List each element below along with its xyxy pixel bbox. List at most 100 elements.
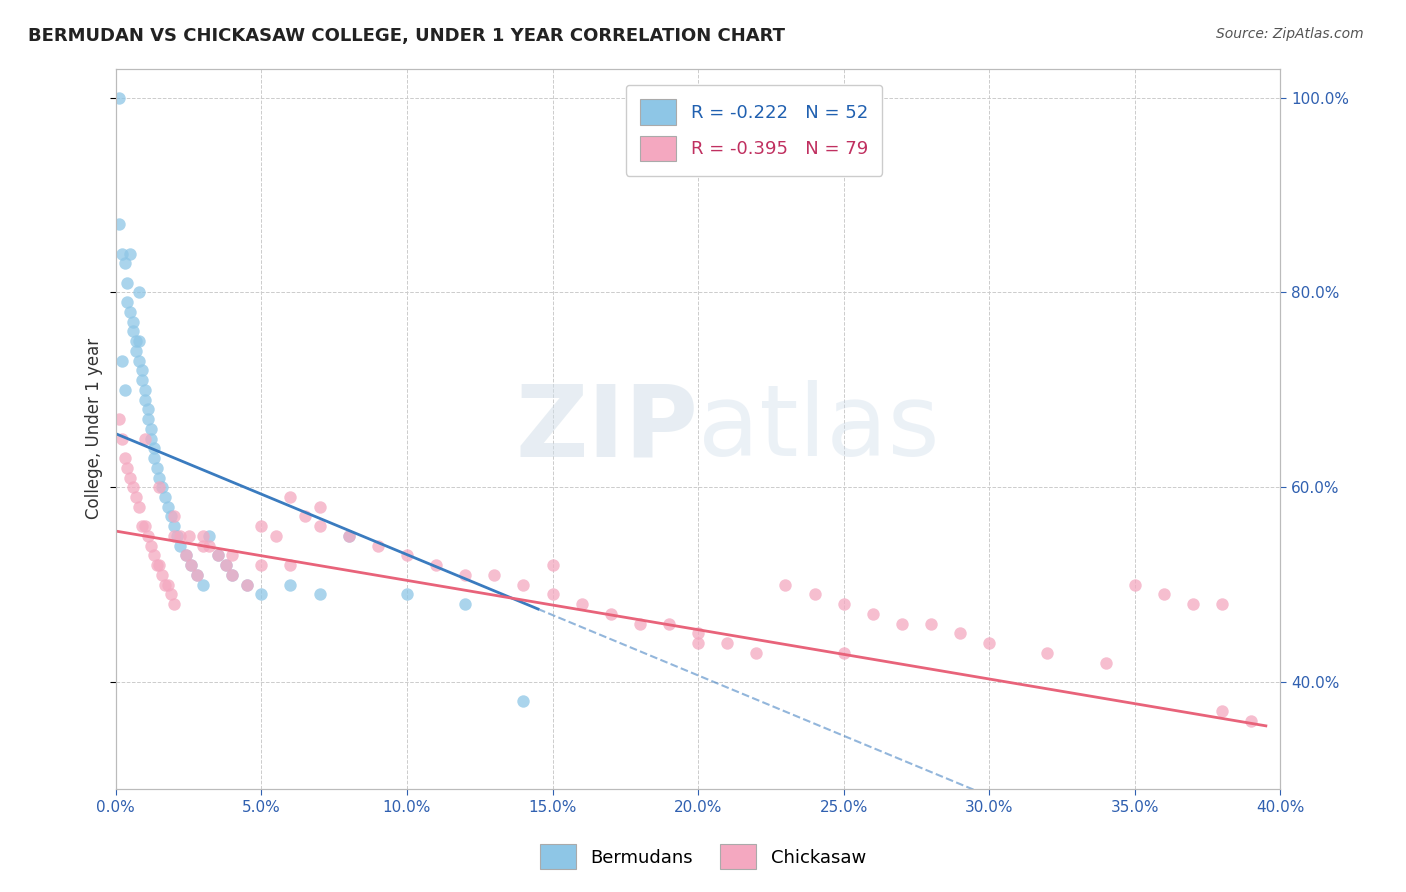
Point: [688, 636, 710, 650]
Point: [280, 577, 302, 591]
Point: [250, 519, 273, 533]
Point: [395, 587, 418, 601]
Point: [186, 568, 208, 582]
Point: [107, 412, 129, 426]
Point: [155, 577, 177, 591]
Point: [163, 509, 186, 524]
Point: [294, 509, 316, 524]
Point: [169, 529, 191, 543]
Point: [128, 353, 150, 368]
Point: [454, 597, 477, 611]
Point: [111, 246, 134, 260]
Point: [125, 490, 148, 504]
Point: [139, 432, 162, 446]
Point: [174, 549, 197, 563]
Point: [120, 470, 142, 484]
Point: [1211, 597, 1233, 611]
Point: [142, 549, 165, 563]
Point: [134, 383, 156, 397]
Point: [280, 558, 302, 573]
Point: [128, 334, 150, 348]
Point: [139, 422, 162, 436]
Point: [139, 539, 162, 553]
Point: [114, 256, 136, 270]
Legend: R = -0.222   N = 52, R = -0.395   N = 79: R = -0.222 N = 52, R = -0.395 N = 79: [626, 85, 883, 176]
Point: [191, 529, 214, 543]
Point: [148, 480, 170, 494]
Point: [1153, 587, 1175, 601]
Point: [122, 480, 145, 494]
Point: [177, 529, 200, 543]
Point: [114, 451, 136, 466]
Point: [148, 558, 170, 573]
Point: [1182, 597, 1205, 611]
Point: [215, 558, 238, 573]
Point: [125, 334, 148, 348]
Point: [198, 529, 221, 543]
Point: [160, 587, 183, 601]
Point: [221, 549, 243, 563]
Point: [163, 529, 186, 543]
Point: [136, 412, 159, 426]
Point: [117, 295, 139, 310]
Point: [1211, 704, 1233, 718]
Point: [191, 539, 214, 553]
Point: [180, 558, 202, 573]
Point: [163, 597, 186, 611]
Point: [207, 549, 229, 563]
Point: [308, 500, 330, 514]
Point: [832, 646, 855, 660]
Point: [207, 549, 229, 563]
Point: [136, 529, 159, 543]
Point: [134, 432, 156, 446]
Text: atlas: atlas: [699, 380, 939, 477]
Point: [454, 568, 477, 582]
Point: [1036, 646, 1059, 660]
Point: [484, 568, 506, 582]
Point: [114, 383, 136, 397]
Text: ZIP: ZIP: [515, 380, 699, 477]
Point: [979, 636, 1001, 650]
Point: [163, 519, 186, 533]
Point: [1240, 714, 1263, 728]
Point: [157, 500, 180, 514]
Point: [1094, 656, 1116, 670]
Point: [775, 577, 797, 591]
Point: [111, 432, 134, 446]
Point: [862, 607, 884, 621]
Point: [658, 616, 681, 631]
Point: [131, 519, 153, 533]
Point: [367, 539, 389, 553]
Point: [120, 305, 142, 319]
Point: [832, 597, 855, 611]
Point: [117, 460, 139, 475]
Point: [160, 509, 183, 524]
Point: [142, 442, 165, 456]
Point: [688, 626, 710, 640]
Point: [131, 373, 153, 387]
Point: [337, 529, 360, 543]
Point: [174, 549, 197, 563]
Point: [628, 616, 651, 631]
Point: [150, 568, 173, 582]
Point: [236, 577, 259, 591]
Point: [337, 529, 360, 543]
Point: [107, 91, 129, 105]
Point: [745, 646, 768, 660]
Text: BERMUDAN VS CHICKASAW COLLEGE, UNDER 1 YEAR CORRELATION CHART: BERMUDAN VS CHICKASAW COLLEGE, UNDER 1 Y…: [28, 27, 785, 45]
Point: [117, 276, 139, 290]
Point: [148, 470, 170, 484]
Point: [308, 519, 330, 533]
Point: [125, 343, 148, 358]
Point: [949, 626, 972, 640]
Point: [166, 529, 188, 543]
Point: [890, 616, 912, 631]
Point: [131, 363, 153, 377]
Point: [157, 577, 180, 591]
Point: [541, 587, 564, 601]
Point: [425, 558, 447, 573]
Point: [571, 597, 593, 611]
Point: [111, 353, 134, 368]
Point: [107, 217, 129, 231]
Point: [134, 519, 156, 533]
